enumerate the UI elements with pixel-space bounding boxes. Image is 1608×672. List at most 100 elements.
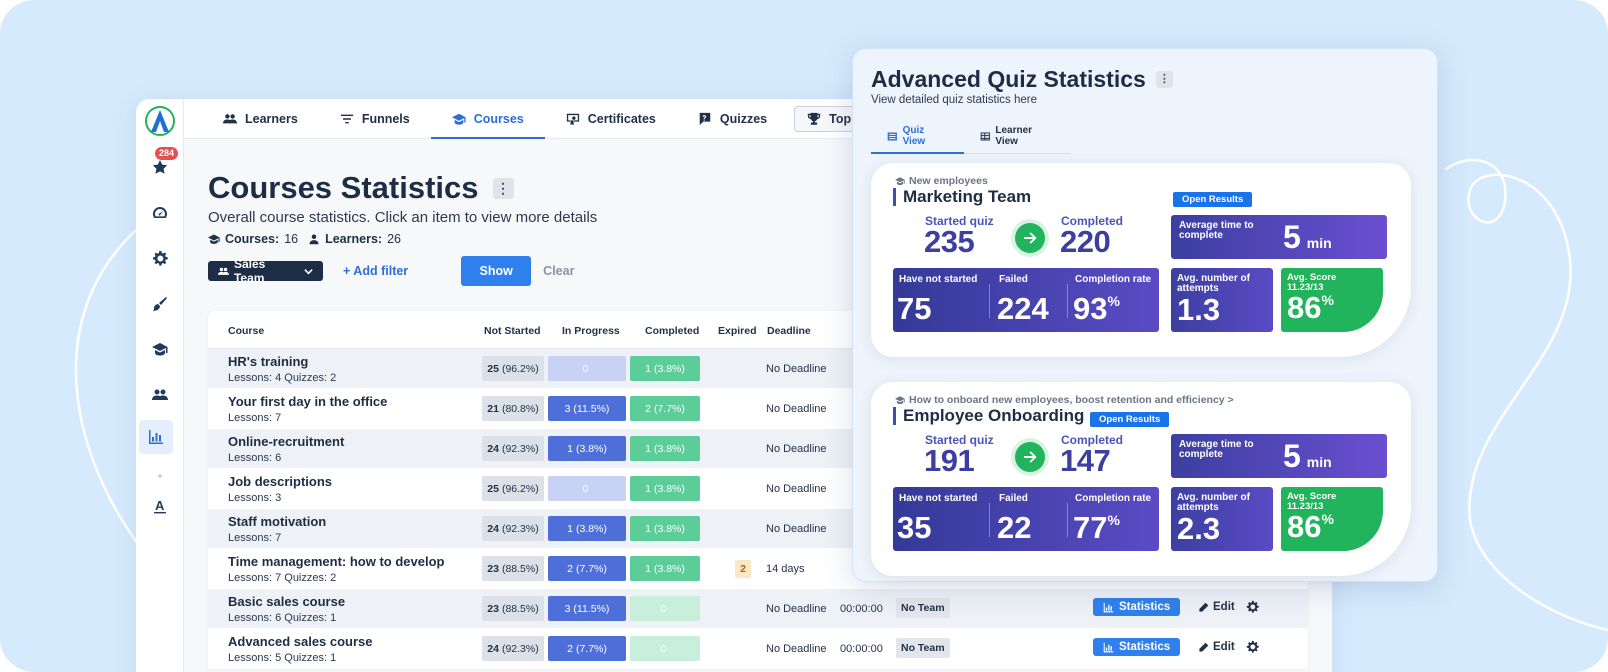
sidebar-dashboard[interactable] <box>144 197 176 229</box>
not-started-percent: (96.2%) <box>501 362 539 375</box>
column-header[interactable]: Deadline <box>767 325 811 337</box>
completed-cell[interactable]: 1 (3.8%) <box>630 436 700 461</box>
clear-button[interactable]: Clear <box>543 264 575 278</box>
not-started-cell[interactable]: 23 (88.5%) <box>482 596 544 621</box>
completed-cell[interactable]: 2 (7.7%) <box>630 396 700 421</box>
column-header[interactable]: Completed <box>645 325 700 337</box>
not-started-count: 25 <box>487 362 499 375</box>
sidebar-design[interactable] <box>144 288 176 320</box>
tab-label: Quiz View <box>902 125 926 147</box>
in-progress-cell[interactable]: 1 (3.8%) <box>548 436 626 461</box>
app-logo-icon[interactable] <box>145 106 175 136</box>
table-row[interactable]: Your first day in the office Lessons: 7 21… <box>208 389 1308 429</box>
sidebar: 284 A <box>136 99 184 672</box>
avg-score-box: Avg. Score 11.23/13 86% <box>1281 487 1383 551</box>
column-header[interactable]: Course <box>228 325 265 337</box>
statistics-button[interactable]: Statistics <box>1093 638 1181 656</box>
not-started-cell[interactable]: 23 (88.5%) <box>482 556 544 581</box>
completed-cell[interactable]: 1 (3.8%) <box>630 476 700 501</box>
panel-more-options-icon[interactable]: ⋮ <box>1155 71 1173 88</box>
not-started-cell[interactable]: 25 (96.2%) <box>482 476 544 501</box>
tab-funnels[interactable]: Funnels <box>319 99 431 139</box>
tab-label: Learner View <box>995 125 1033 147</box>
add-filter-button[interactable]: + Add filter <box>343 264 409 278</box>
sidebar-typography[interactable]: A <box>144 490 176 522</box>
tab-courses[interactable]: Courses <box>430 99 545 139</box>
more-options-icon[interactable]: ⋮ <box>492 177 514 199</box>
sidebar-settings[interactable] <box>144 242 176 274</box>
in-progress-cell[interactable]: 2 (7.7%) <box>548 636 626 661</box>
edit-button[interactable]: Edit <box>1198 641 1235 653</box>
show-button[interactable]: Show <box>461 256 532 286</box>
not-started-cell[interactable]: 21 (80.8%) <box>482 396 544 421</box>
in-progress-cell[interactable]: 0 <box>548 356 626 381</box>
in-progress-cell[interactable]: 3 (11.5%) <box>548 396 626 421</box>
course-name[interactable]: Basic sales course <box>228 594 346 609</box>
tab-certificates[interactable]: Certificates <box>545 99 677 139</box>
deadline-value: No Deadline <box>766 483 827 495</box>
completed-cell[interactable]: 1 (3.8%) <box>630 516 700 541</box>
tab-quizzes[interactable]: Quizzes <box>677 99 788 139</box>
not-started-percent: (92.3%) <box>501 522 539 535</box>
in-progress-cell[interactable]: 3 (11.5%) <box>548 596 626 621</box>
tab-learners[interactable]: Learners <box>202 99 319 139</box>
completion-rate-stat: Completion rate 77% <box>1069 487 1159 551</box>
quiz-card[interactable]: How to onboard new employees, boost rete… <box>871 382 1411 576</box>
sidebar-favorites[interactable] <box>144 151 176 183</box>
course-name[interactable]: Online-recruitment <box>228 434 345 449</box>
open-results-button[interactable]: Open Results <box>1173 192 1253 207</box>
course-name[interactable]: Your first day in the office <box>228 394 388 409</box>
course-name[interactable]: HR's training <box>228 354 309 369</box>
in-progress-count: 0 <box>582 362 589 375</box>
completed-cell[interactable]: 1 (3.8%) <box>630 556 700 581</box>
team-select[interactable]: Sales Team <box>208 257 323 285</box>
course-name[interactable]: Time management: how to develop <box>228 554 445 569</box>
quiz-card[interactable]: New employees Marketing Team Open Result… <box>871 163 1411 357</box>
table-row[interactable]: Time management: how to develop Lessons: … <box>208 549 1308 589</box>
table-header: Course Not Started In Progress Completed… <box>208 311 1308 349</box>
table-row[interactable]: Job descriptions Lessons: 3 25 (96.2%) 0 1 (3.… <box>208 469 1308 509</box>
not-started-cell[interactable]: 25 (96.2%) <box>482 356 544 381</box>
summary-counts: Courses: 16 Learners: 26 <box>208 232 401 246</box>
expired-badge[interactable]: 2 <box>735 560 751 578</box>
sidebar-statistics[interactable] <box>139 420 173 454</box>
graduation-cap-icon <box>208 234 220 244</box>
quiz-name: Employee Onboarding <box>893 407 1084 425</box>
completed-cell[interactable]: 0 <box>630 596 700 621</box>
tab-learner-view[interactable]: Learner View <box>964 119 1071 153</box>
avg-time-box: Average time to complete 5 min <box>1171 434 1387 478</box>
course-name[interactable]: Advanced sales course <box>228 634 373 649</box>
not-started-cell[interactable]: 24 (92.3%) <box>482 436 544 461</box>
quiz-category: New employees <box>895 175 988 187</box>
in-progress-cell[interactable]: 2 (7.7%) <box>548 556 626 581</box>
sidebar-courses[interactable] <box>144 333 176 365</box>
in-progress-cell[interactable]: 1 (3.8%) <box>548 516 626 541</box>
in-progress-count: 2 <box>567 642 573 655</box>
column-header[interactable]: Expired <box>718 325 757 337</box>
row-settings-button[interactable] <box>1246 600 1259 618</box>
completed-cell[interactable]: 0 <box>630 636 700 661</box>
team-badge: No Team <box>896 638 950 658</box>
course-name[interactable]: Staff motivation <box>228 514 327 529</box>
table-row[interactable]: Advanced sales course Lessons: 5 Quizzes:… <box>208 629 1308 669</box>
graduation-cap-icon <box>895 396 905 405</box>
course-meta: Lessons: 7 <box>228 532 282 544</box>
edit-button[interactable]: Edit <box>1198 601 1235 613</box>
table-row[interactable]: Basic sales course Lessons: 6 Quizzes: 1 2… <box>208 589 1308 629</box>
page-title-text: Courses Statistics <box>208 170 479 205</box>
row-settings-button[interactable] <box>1246 640 1259 658</box>
not-started-value: 75 <box>897 291 932 326</box>
course-name[interactable]: Job descriptions <box>228 474 333 489</box>
completed-cell[interactable]: 1 (3.8%) <box>630 356 700 381</box>
avg-score-box: Avg. Score 11.23/13 86% <box>1281 268 1383 332</box>
in-progress-cell[interactable]: 0 <box>548 476 626 501</box>
column-header[interactable]: Not Started <box>484 325 541 337</box>
in-progress-percent: (7.7%) <box>575 642 607 655</box>
not-started-cell[interactable]: 24 (92.3%) <box>482 636 544 661</box>
tab-quiz-view[interactable]: Quiz View <box>871 119 964 154</box>
sidebar-users[interactable] <box>144 379 176 411</box>
column-header[interactable]: In Progress <box>562 325 620 337</box>
open-results-button[interactable]: Open Results <box>1090 412 1170 427</box>
not-started-cell[interactable]: 24 (92.3%) <box>482 516 544 541</box>
statistics-button[interactable]: Statistics <box>1093 598 1181 616</box>
